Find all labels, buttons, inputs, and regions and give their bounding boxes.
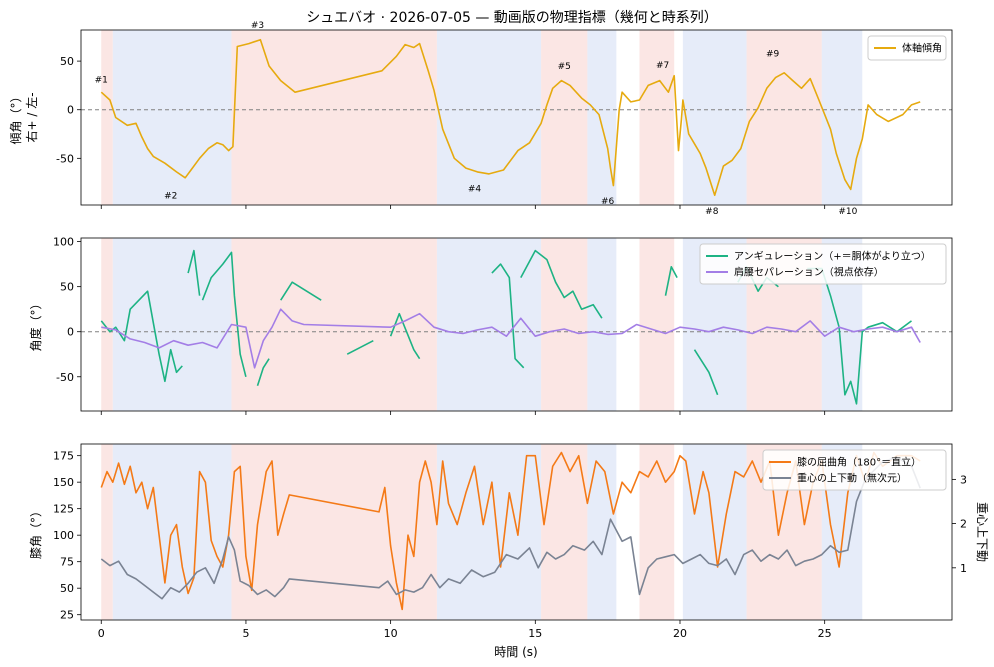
phase-band bbox=[746, 30, 822, 205]
series-line-2 bbox=[101, 308, 921, 369]
phase-band bbox=[541, 444, 588, 620]
event-marker-label: #6 bbox=[601, 197, 615, 207]
phase-band bbox=[231, 444, 437, 620]
phase-band bbox=[112, 30, 232, 205]
phase-band bbox=[101, 444, 113, 620]
plot-area bbox=[100, 249, 921, 405]
phase-band bbox=[639, 238, 675, 411]
event-marker-label: #3 bbox=[251, 21, 264, 31]
phase-band bbox=[231, 238, 437, 411]
series-line-1 bbox=[664, 266, 678, 296]
y-tick-label: 150 bbox=[53, 476, 74, 489]
y-axis-label: 膝角（°） bbox=[29, 505, 43, 559]
series-line-1 bbox=[346, 339, 374, 355]
phase-band bbox=[587, 238, 617, 411]
event-marker-label: #2 bbox=[164, 191, 177, 201]
series-line-2 bbox=[100, 456, 921, 600]
legend: 膝の屈曲角（180°＝直立） 重心の上下動（無次元） bbox=[762, 449, 947, 491]
series-line-1 bbox=[187, 249, 201, 296]
y-tick-label: 0 bbox=[67, 326, 74, 339]
phase-band bbox=[682, 30, 747, 205]
series-line-1 bbox=[256, 358, 270, 387]
y-tick-label: 125 bbox=[53, 503, 74, 516]
y-tick-label: 50 bbox=[60, 582, 74, 595]
legend-box bbox=[867, 35, 947, 61]
x-tick-label: 20 bbox=[673, 627, 687, 640]
y-axis-label: 右+ / 左- bbox=[24, 92, 39, 142]
phase-band bbox=[101, 30, 113, 205]
phase-band bbox=[541, 238, 588, 411]
panel-3: 0 5 10 15 20 25 25 50 75 100 125 150 175 1 2 3 膝角（°） 重心上下… bbox=[29, 443, 989, 640]
y2-tick-label: 1 bbox=[960, 562, 967, 575]
phase-band bbox=[436, 238, 542, 411]
y-tick-label: 100 bbox=[53, 529, 74, 542]
y-tick-label: 100 bbox=[53, 236, 74, 249]
x-tick-label: 0 bbox=[98, 627, 105, 640]
y-tick-label: -50 bbox=[56, 371, 74, 384]
phase-band bbox=[436, 444, 542, 620]
phase-band bbox=[682, 444, 747, 620]
legend-label: 肩腰セパレーション（視点依存） bbox=[734, 266, 884, 279]
y-tick-label: -50 bbox=[56, 152, 74, 165]
y2-tick-label: 2 bbox=[960, 518, 967, 531]
series-line-1 bbox=[201, 251, 247, 377]
legend: アンギュレーション（+＝胴体がより立つ） 肩腰セパレーション（視点依存） bbox=[699, 243, 947, 285]
phase-band bbox=[541, 30, 588, 205]
phase-band bbox=[231, 30, 437, 205]
phase-band bbox=[436, 30, 542, 205]
series-line-1 bbox=[100, 38, 921, 197]
y-tick-label: 75 bbox=[60, 556, 74, 569]
phase-band bbox=[587, 444, 617, 620]
series-line-1 bbox=[807, 267, 912, 405]
legend: 体軸傾角 bbox=[867, 35, 947, 61]
phase-band bbox=[639, 444, 675, 620]
y2-tick-label: 3 bbox=[960, 473, 967, 486]
y-axis-label: 角度（°） bbox=[28, 297, 43, 351]
phase-band bbox=[112, 238, 232, 411]
series-line-1 bbox=[693, 349, 719, 396]
legend-label: アンギュレーション（+＝胴体がより立つ） bbox=[734, 250, 931, 263]
panel-1: -50 0 50 傾角（°） 右+ / 左- #1 #2 #3 #4 #5 #6 #7 #8 #9 #10 体… bbox=[9, 21, 953, 217]
phase-band bbox=[639, 30, 675, 205]
event-marker-label: #1 bbox=[95, 76, 108, 86]
legend-label: 膝の屈曲角（180°＝直立） bbox=[797, 456, 921, 469]
series-line-1 bbox=[100, 290, 183, 383]
y-tick-label: 50 bbox=[60, 55, 74, 68]
plot-area bbox=[100, 38, 921, 197]
x-tick-label: 15 bbox=[528, 627, 542, 640]
y-tick-label: 175 bbox=[53, 450, 74, 463]
x-tick-label: 5 bbox=[242, 627, 249, 640]
series-line-1 bbox=[491, 263, 525, 369]
y-tick-label: 25 bbox=[60, 609, 74, 622]
series-line-1 bbox=[280, 281, 322, 301]
series-line-1 bbox=[520, 249, 603, 319]
x-axis-label: 時間 (s) bbox=[494, 645, 537, 659]
legend-label: 重心の上下動（無次元） bbox=[797, 472, 907, 485]
y-tick-label: 0 bbox=[67, 104, 74, 117]
event-marker-label: #10 bbox=[838, 207, 857, 217]
phase-band bbox=[821, 30, 863, 205]
event-marker-label: #8 bbox=[705, 207, 719, 217]
event-marker-label: #4 bbox=[468, 184, 482, 194]
legend-box bbox=[762, 449, 947, 491]
phase-band bbox=[101, 238, 113, 411]
panel-2: -50 0 50 100 角度（°） アンギュレーション（+＝胴体がより立つ） 肩腰セパレー… bbox=[28, 236, 953, 415]
event-marker-label: #7 bbox=[656, 61, 669, 71]
chart-title: シュエバオ · 2026-07-05 — 動画版の物理指標（幾何と時系列） bbox=[306, 10, 718, 26]
x-tick-label: 10 bbox=[384, 627, 398, 640]
axes-frame bbox=[80, 443, 953, 621]
axes-frame bbox=[80, 237, 953, 412]
event-marker-label: #5 bbox=[558, 62, 571, 72]
event-marker-label: #9 bbox=[766, 49, 780, 59]
legend-label: 体軸傾角 bbox=[902, 42, 942, 55]
axes-frame bbox=[80, 29, 953, 206]
legend-box bbox=[699, 243, 947, 285]
y-tick-label: 50 bbox=[60, 281, 74, 294]
x-tick-label: 25 bbox=[818, 627, 832, 640]
y2-axis-label: 重心上下動 bbox=[975, 502, 989, 562]
y-axis-label: 傾角（°） bbox=[9, 90, 23, 144]
